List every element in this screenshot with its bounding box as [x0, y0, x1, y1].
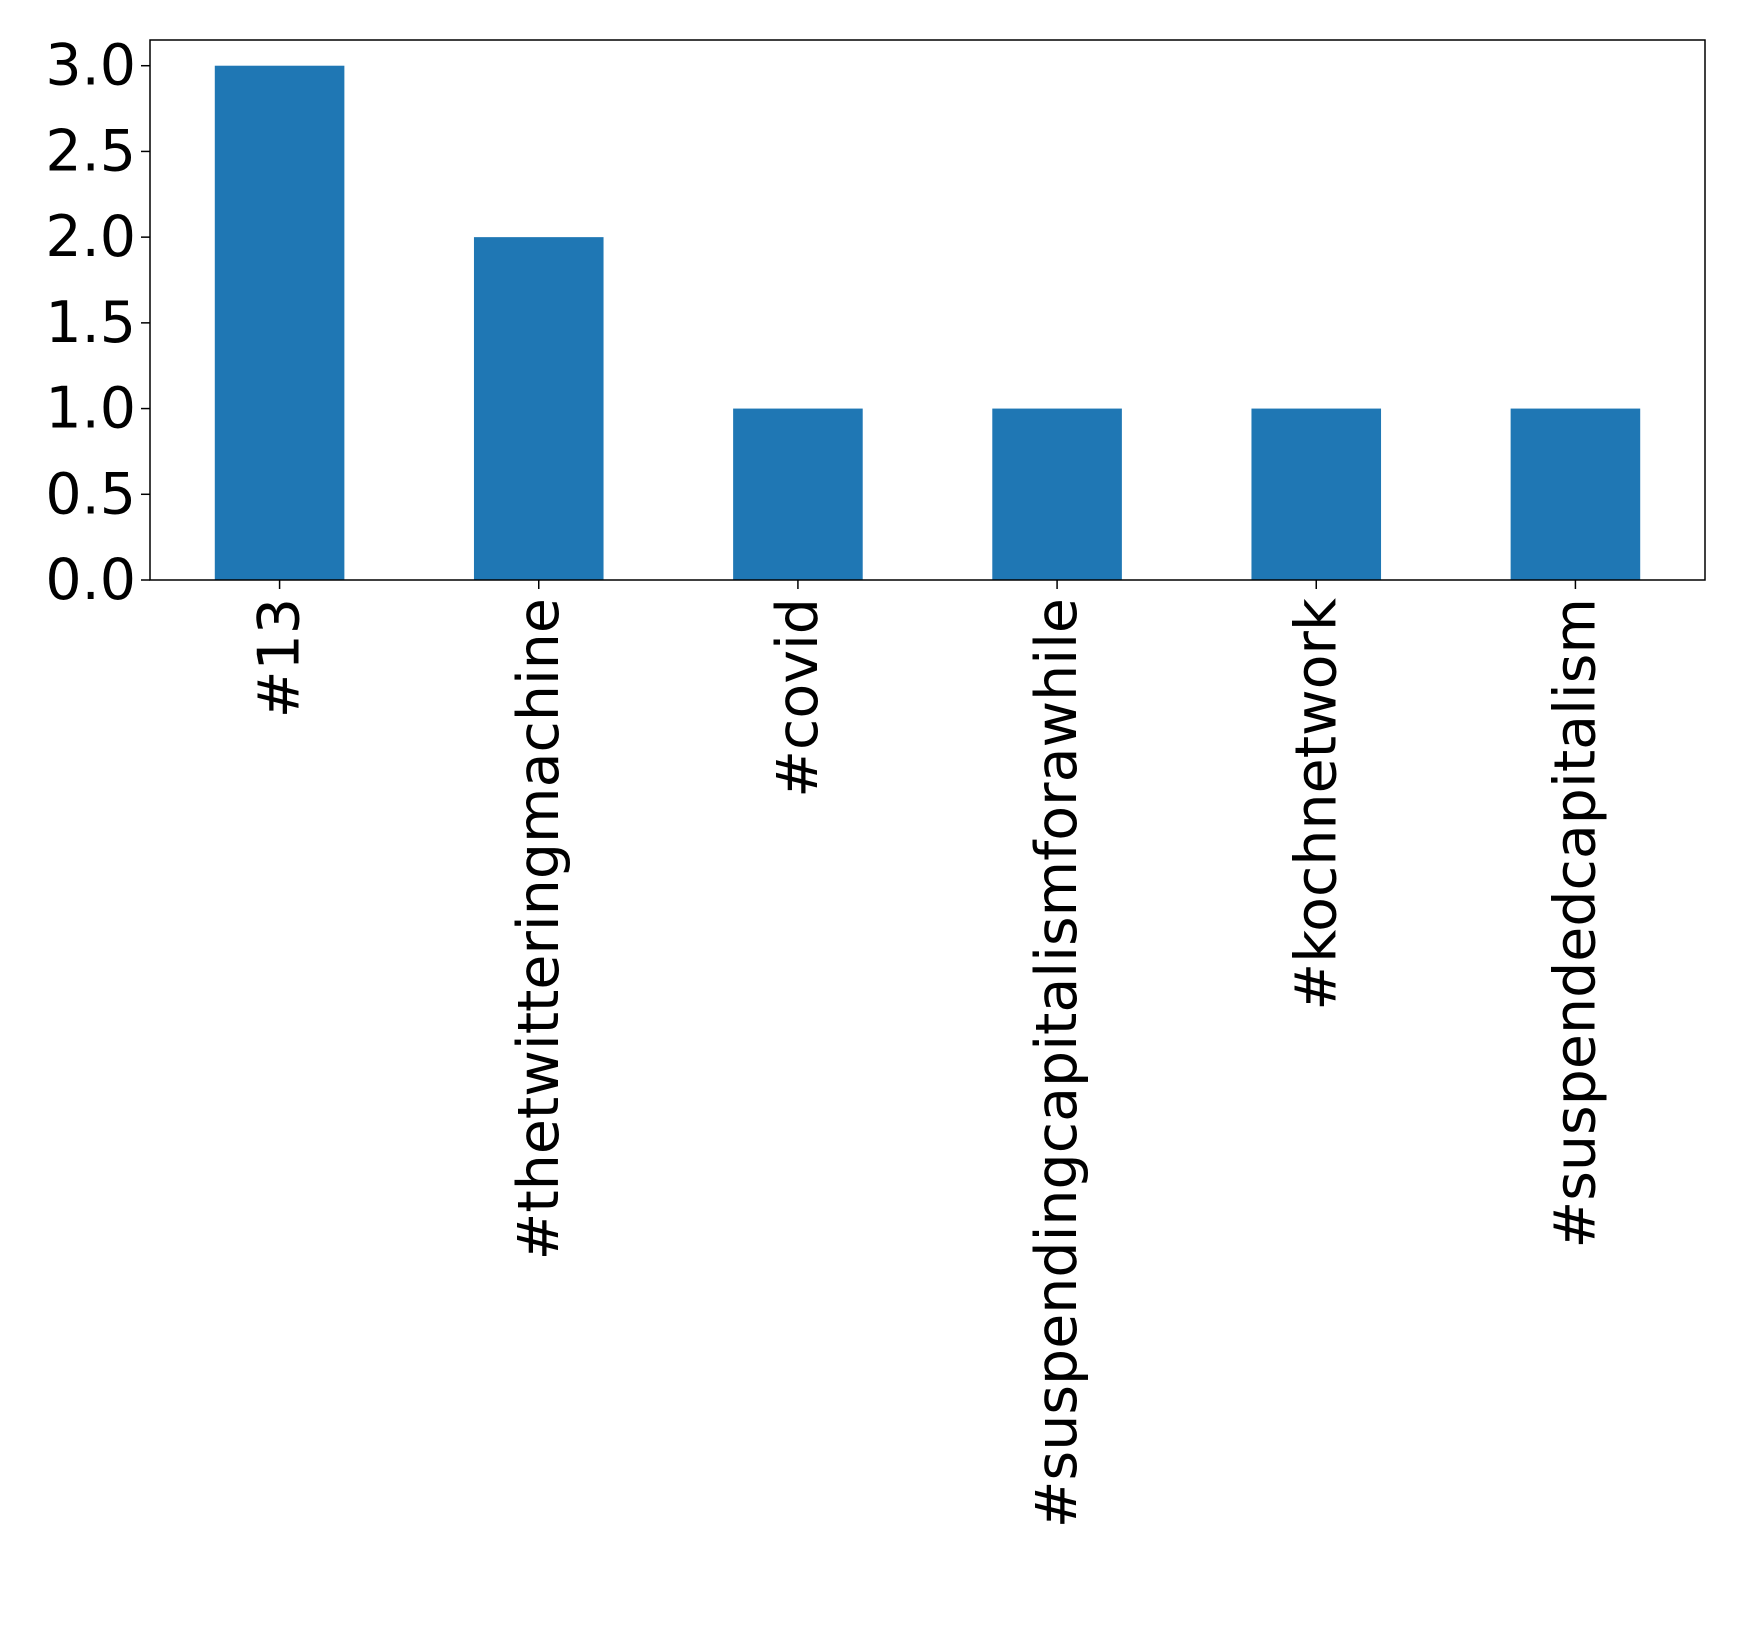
bar-5 — [1510, 408, 1641, 580]
x-tick-label: #13 — [247, 598, 313, 718]
bar-4 — [1251, 408, 1382, 580]
y-tick-label: 2.5 — [45, 118, 136, 184]
bars-layer — [214, 65, 1641, 580]
y-tick-label: 1.5 — [45, 290, 136, 356]
bar-3 — [992, 408, 1122, 580]
y-axis-ticks: 0.0 0.5 1.0 1.5 2.0 2.5 3.0 — [45, 33, 150, 613]
y-tick-label: 1.0 — [45, 376, 136, 442]
x-tick-label: #covid — [765, 598, 831, 798]
x-tick-label: #suspendedcapitalism — [1542, 598, 1608, 1249]
plot-frame — [149, 39, 1706, 581]
y-tick-label: 0.5 — [45, 461, 136, 527]
x-tick-label: #thetwitteringmachine — [506, 598, 572, 1260]
axes-layer — [149, 39, 1706, 581]
x-axis-ticks: #13 #thetwitteringmachine #covid #suspendin… — [247, 580, 1608, 1528]
bar-0 — [214, 65, 345, 580]
y-tick-label: 0.0 — [45, 547, 136, 613]
x-tick-label: #suspendingcapitalismforawhile — [1024, 598, 1090, 1528]
bar-1 — [473, 237, 604, 580]
x-tick-label: #kochnetwork — [1283, 598, 1349, 1011]
bar-2 — [733, 408, 863, 580]
y-tick-label: 2.0 — [45, 204, 136, 270]
y-tick-label: 3.0 — [45, 33, 136, 99]
